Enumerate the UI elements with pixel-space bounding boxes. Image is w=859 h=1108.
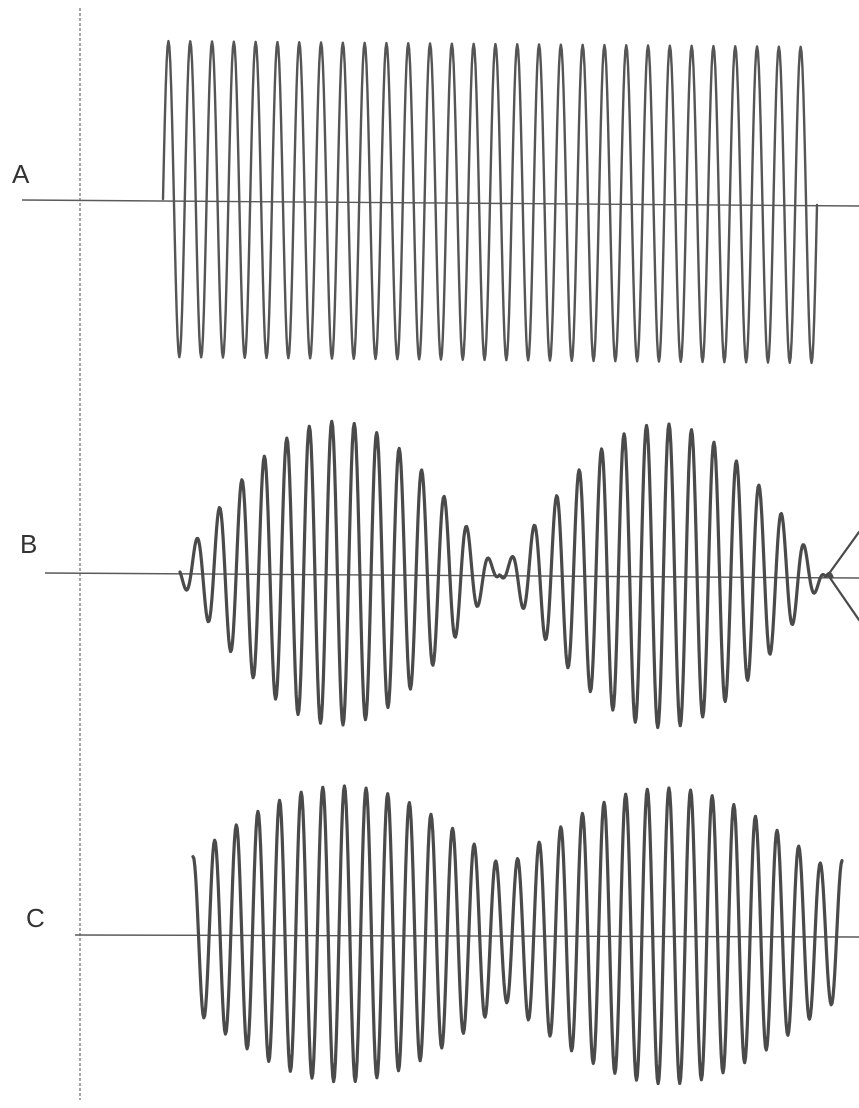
trace-a-label: A	[12, 159, 30, 189]
trace-c-baseline	[74, 934, 859, 938]
trace-c-waveform	[191, 784, 844, 1086]
trace-b-label: B	[20, 529, 37, 559]
trace-c-label: C	[26, 903, 45, 933]
trace-b-waveform	[178, 419, 834, 730]
trace-b-baseline	[44, 572, 859, 579]
trace-b: B	[20, 419, 859, 730]
trace-b-tail-lines	[826, 530, 859, 622]
trace-a-waveform	[161, 39, 819, 365]
trace-c: C	[26, 784, 859, 1086]
trace-a-baseline	[21, 199, 859, 207]
trace-a: A	[12, 39, 859, 365]
